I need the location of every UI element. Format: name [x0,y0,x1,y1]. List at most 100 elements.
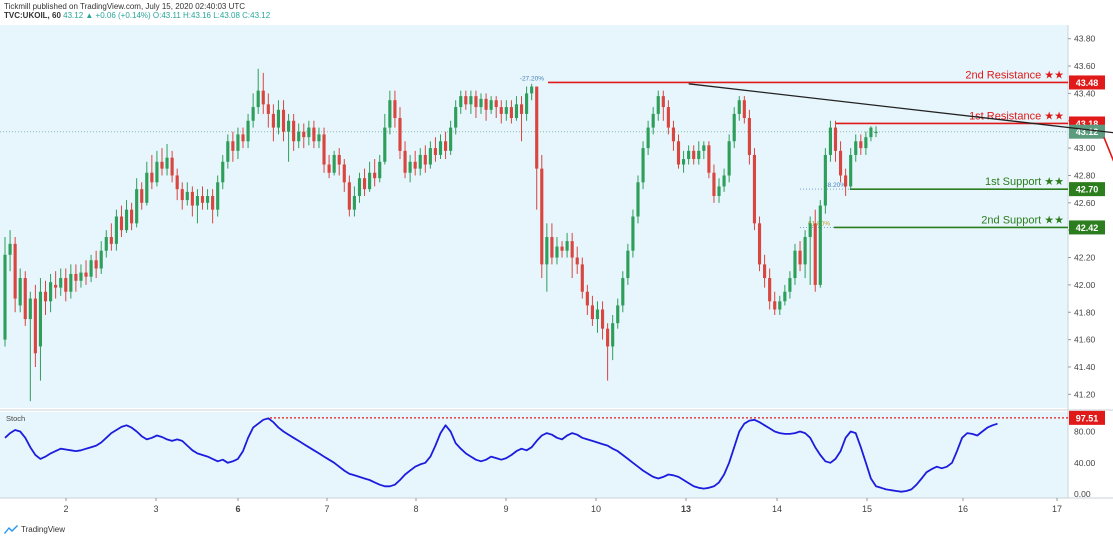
time-tick-label: 7 [324,504,329,514]
time-tick-label: 15 [862,504,872,514]
candle-down [271,113,275,128]
price-tick-label: 41.60 [1074,335,1096,345]
candle-up [631,216,635,251]
candle-up [489,100,493,110]
candle-up [28,298,32,320]
candle-up [8,243,12,255]
candle-up [307,127,311,138]
time-tick-label: 9 [503,504,508,514]
candle-down [859,141,863,149]
candle-up [18,278,22,306]
candle-up [59,278,63,288]
candle-down [535,86,539,169]
candle-up [104,237,108,251]
publisher-line: Tickmill published on TradingView.com, J… [4,2,246,11]
candle-down [661,96,665,108]
candle-up [808,223,812,238]
candle-down [347,182,351,210]
candle-down [494,100,498,108]
candle-down [130,209,134,224]
price-label-box [1069,220,1105,235]
candle-up [221,161,225,183]
candle-down [302,131,306,138]
price-tick-label: 41.20 [1074,389,1096,399]
price-tick-label: 43.40 [1074,88,1096,98]
candle-up [727,141,731,176]
candle-up [246,120,250,142]
candle-up [205,195,210,203]
candle-up [778,301,782,310]
candle-down [231,141,235,151]
candle-up [616,305,620,324]
candle-down [550,237,554,258]
candle-down [74,273,78,281]
candle-up [79,272,83,281]
candle-down [281,109,286,132]
candle-up [454,107,458,128]
candle-up [226,141,230,162]
candle-down [813,223,817,285]
candle-down [170,157,174,176]
price-tick-label: 43.80 [1074,34,1096,44]
candle-up [864,137,868,149]
candle-up [155,161,159,183]
candle-down [362,178,367,190]
candle-down [150,172,154,183]
candle-up [702,145,706,151]
candle-up [818,205,822,285]
candle-up [378,161,382,179]
candle-down [474,96,478,108]
candle-up [114,216,118,244]
candle-up [651,113,655,128]
price-label-box [1069,182,1105,197]
stoch-tick-label: 40.00 [1074,458,1096,468]
candle-up [352,195,356,210]
candle-up [646,127,650,149]
main-pane-background [0,25,1068,408]
candle-up [555,246,559,258]
candle-down [712,172,716,196]
candle-up [849,154,853,187]
candle-down [443,141,448,151]
candle-up [357,178,362,196]
candle-up [854,141,858,155]
candle-down [393,100,397,119]
candle-down [64,278,68,292]
price-tick-label: 42.80 [1074,170,1096,180]
price-tick-label: 42.60 [1074,198,1096,208]
stoch-tick-label: 0.00 [1074,489,1091,499]
support-level-text: 2nd Support ★★ [981,214,1064,226]
candle-up [469,96,473,105]
price-tick-label: 43.60 [1074,61,1096,71]
candle-up [697,150,701,160]
time-tick-label: 6 [235,504,240,514]
stoch-reference-label: 97.51 [1076,413,1099,423]
stoch-pane-background [0,412,1068,498]
candle-down [211,195,215,210]
candle-down [585,291,589,306]
candle-down [119,216,124,231]
candle-up [99,250,103,269]
candle-down [160,161,164,169]
candle-up [418,154,422,169]
stoch-tick-label: 80.00 [1074,427,1096,437]
candle-up [251,107,255,121]
candle-down [600,309,605,329]
stoch-title: Stoch [6,414,25,423]
time-tick-label: 10 [591,504,601,514]
candle-down [433,148,438,155]
candle-down [676,141,681,165]
candle-up [514,104,519,119]
candle-down [540,168,544,265]
candle-down [373,172,377,179]
candle-down [844,175,848,187]
candle-down [757,223,762,265]
candle-up [459,96,463,108]
candle-up [49,282,53,302]
candle-up [621,278,625,306]
candle-down [109,237,113,244]
candle-up [783,291,787,302]
stoch-reference-box [1069,410,1105,425]
price-label-text: 42.42 [1076,223,1099,233]
